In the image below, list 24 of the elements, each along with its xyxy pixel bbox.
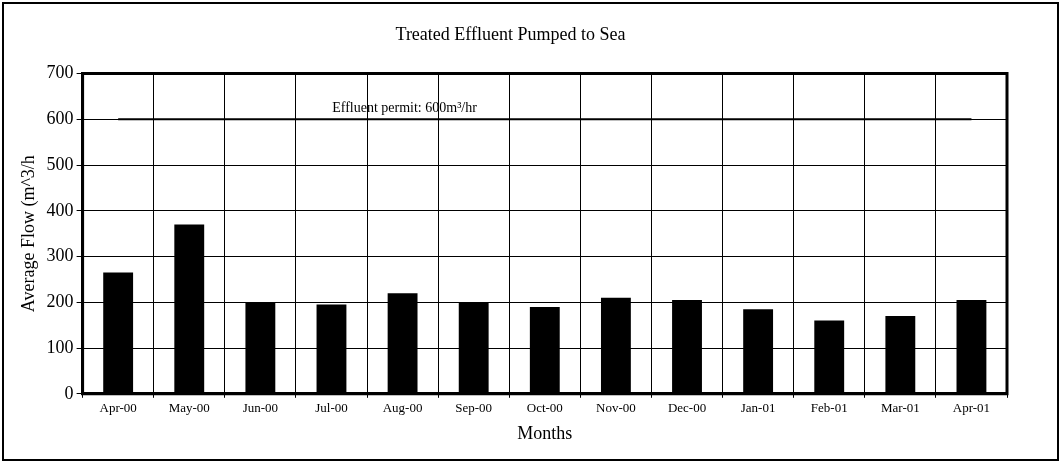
- x-tick-label: Apr-00: [99, 400, 137, 416]
- y-tick-label: 300: [46, 245, 74, 266]
- y-tick-label: 400: [46, 199, 74, 220]
- x-tick-label: Jun-00: [242, 400, 279, 416]
- y-tick-label: 0: [64, 382, 74, 403]
- y-axis-title: Average Flow (m^3/h: [17, 155, 39, 313]
- chart-title: Treated Effluent Pumped to Sea: [395, 23, 626, 44]
- x-tick-label: May-00: [168, 400, 210, 416]
- x-tick-label: Aug-00: [382, 400, 423, 416]
- x-tick-label: Apr-01: [952, 400, 991, 416]
- y-tick-label: 700: [46, 62, 74, 83]
- x-tick-label: Oct-00: [526, 400, 563, 416]
- x-tick-label: Jan-01: [740, 400, 776, 416]
- x-tick-label: Feb-01: [810, 400, 848, 416]
- y-tick-label: 500: [46, 153, 74, 174]
- x-tick-label: Dec-00: [667, 400, 707, 416]
- x-tick-label: Nov-00: [596, 400, 636, 416]
- y-tick-label: 200: [46, 291, 74, 312]
- x-tick-label: Sep-00: [455, 400, 493, 416]
- y-tick-label: 100: [46, 336, 74, 357]
- x-tick-label: Jul-00: [315, 400, 348, 416]
- x-axis-title: Months: [517, 422, 573, 443]
- x-tick-label: Mar-01: [880, 400, 920, 416]
- y-tick-label: 600: [46, 108, 74, 129]
